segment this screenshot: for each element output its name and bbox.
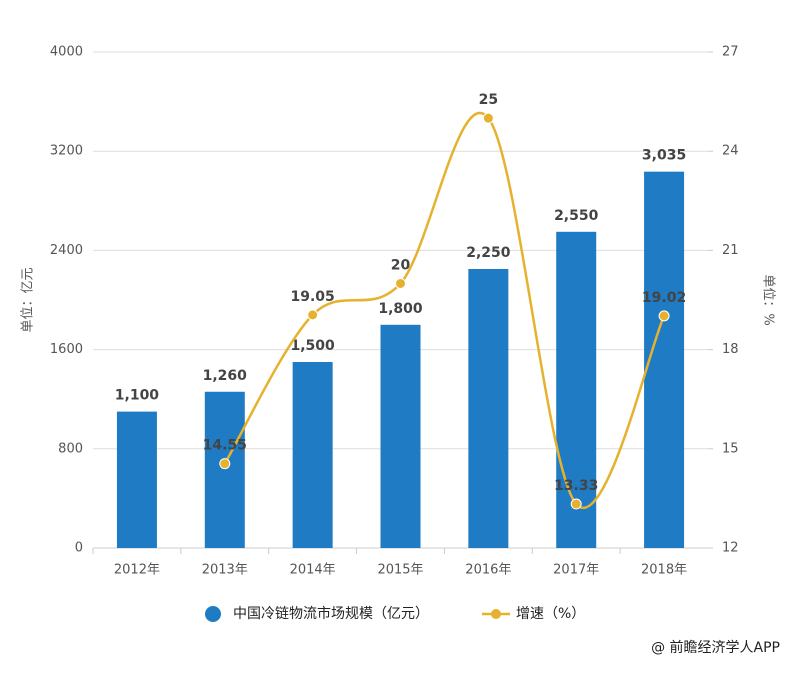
line-value-label: 25 — [479, 92, 498, 108]
y-axis-label: 单位：亿元 — [21, 267, 36, 332]
y-tick-label: 4000 — [50, 45, 83, 60]
x-tick-label: 2015年 — [377, 563, 423, 578]
legend-label: 中国冷链物流市场规模（亿元） — [233, 605, 429, 622]
x-tick-label: 2016年 — [465, 563, 511, 578]
bar-value-label: 2,250 — [466, 245, 511, 261]
line-value-label: 13.33 — [554, 478, 598, 494]
y2-tick-label: 12 — [722, 541, 739, 556]
line-value-label: 19.05 — [290, 289, 334, 305]
y2-tick-label: 21 — [722, 243, 739, 258]
bar-value-label: 2,550 — [554, 208, 599, 224]
y2-tick-label: 24 — [722, 144, 739, 159]
y-tick-label: 0 — [75, 541, 83, 556]
x-tick-label: 2012年 — [114, 563, 160, 578]
x-tick-label: 2018年 — [641, 563, 687, 578]
bar-value-label: 1,500 — [290, 338, 335, 354]
line-point — [219, 458, 231, 470]
bar-value-label: 1,800 — [378, 301, 423, 317]
y-tick-label: 2400 — [50, 243, 83, 258]
legend-marker — [205, 606, 221, 622]
x-tick-label: 2017年 — [553, 563, 599, 578]
y-tick-label: 800 — [58, 441, 83, 456]
bar-value-label: 3,035 — [642, 148, 686, 164]
bar — [116, 411, 157, 548]
x-tick-label: 2014年 — [290, 563, 336, 578]
bar-value-label: 1,100 — [115, 388, 160, 404]
line-point — [658, 310, 670, 322]
line-point — [570, 498, 582, 510]
bar — [468, 269, 509, 548]
bar — [380, 324, 421, 548]
x-tick-label: 2013年 — [202, 563, 248, 578]
bar — [204, 391, 245, 548]
y2-tick-label: 18 — [722, 342, 739, 357]
line-point — [482, 112, 494, 124]
legend-label: 增速（%） — [516, 606, 585, 622]
source: @ 前瞻经济学人APP — [651, 639, 780, 656]
line-value-label: 20 — [391, 257, 411, 273]
bar — [292, 362, 333, 548]
bar — [556, 231, 597, 549]
y2-axis-label: 单位：% — [761, 274, 776, 325]
bar — [644, 171, 685, 548]
bar-value-label: 1,260 — [203, 368, 248, 384]
line-point — [307, 309, 319, 321]
line-value-label: 14.55 — [203, 438, 247, 454]
y-tick-label: 1600 — [50, 342, 83, 357]
line-value-label: 19.02 — [642, 290, 686, 306]
y2-tick-label: 27 — [722, 45, 739, 60]
legend-marker — [491, 609, 501, 619]
line-point — [395, 277, 406, 289]
y-tick-label: 3200 — [50, 144, 83, 159]
y2-tick-label: 15 — [722, 441, 739, 456]
